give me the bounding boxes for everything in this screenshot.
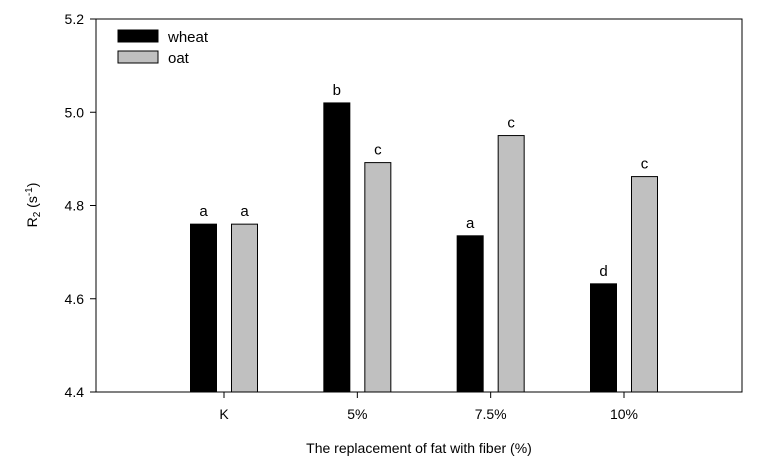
y-tick-label: 4.6: [65, 291, 85, 307]
y-axis: 4.4 4.6 4.8 5.0 5.2: [65, 11, 96, 400]
bar-labels-group: a a b c a c d c: [199, 82, 648, 280]
x-tick-label: 5%: [347, 406, 367, 422]
bar-oat: [631, 176, 658, 393]
legend-label-oat: oat: [168, 50, 190, 67]
bar-significance-label: a: [240, 203, 249, 220]
x-tick-label: K: [219, 406, 229, 422]
bar-oat: [364, 162, 392, 393]
bar-oat: [497, 135, 525, 393]
legend: wheat oat: [117, 29, 209, 67]
x-tick-label: 10%: [610, 406, 638, 422]
bar-significance-label: b: [333, 82, 341, 99]
bar-significance-label: a: [199, 203, 208, 220]
y-tick-label: 4.4: [65, 384, 85, 400]
bar-significance-label: c: [374, 142, 382, 159]
bar-wheat: [590, 283, 617, 393]
x-tick-label: 7.5%: [475, 406, 507, 422]
legend-swatch-wheat: [117, 29, 159, 43]
bar-wheat: [456, 235, 484, 393]
bar-significance-label: a: [466, 215, 475, 232]
y-tick-label: 5.0: [65, 104, 85, 120]
bar-wheat: [190, 223, 217, 393]
x-axis: K 5% 7.5% 10%: [219, 392, 638, 422]
bar-wheat: [323, 102, 351, 393]
bar-oat: [231, 223, 258, 393]
bars-group: [190, 102, 658, 393]
legend-label-wheat: wheat: [167, 29, 209, 46]
y-tick-label: 4.8: [65, 198, 85, 214]
bar-significance-label: c: [507, 115, 515, 132]
legend-swatch-oat: [117, 50, 159, 64]
y-axis-title: R2 (s-1): [24, 183, 43, 228]
bar-significance-label: d: [599, 263, 607, 280]
bar-significance-label: c: [641, 156, 649, 173]
x-axis-title: The replacement of fat with fiber (%): [306, 440, 532, 456]
y-tick-label: 5.2: [65, 11, 85, 27]
